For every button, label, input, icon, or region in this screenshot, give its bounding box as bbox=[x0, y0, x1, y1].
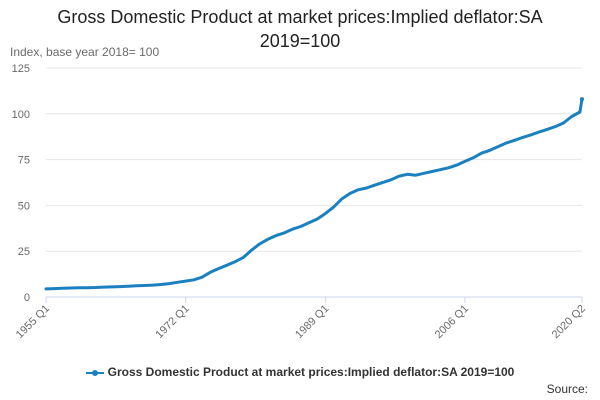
legend-line-marker-icon bbox=[85, 368, 104, 378]
source-note: Source: bbox=[546, 382, 588, 396]
y-axis-label: Index, base year 2018= 100 bbox=[10, 45, 160, 59]
axis-layer bbox=[45, 297, 583, 303]
y-tick-label: 100 bbox=[12, 109, 30, 121]
series-line[interactable] bbox=[44, 97, 584, 291]
y-tick-label: 75 bbox=[18, 155, 30, 167]
chart-title: Gross Domestic Product at market prices:… bbox=[57, 7, 543, 51]
y-tick-label: 0 bbox=[24, 292, 30, 304]
x-tick-label: 1972 Q1 bbox=[153, 303, 191, 341]
grid-layer bbox=[46, 67, 582, 298]
y-tick-label: 125 bbox=[12, 63, 30, 75]
legend[interactable]: Gross Domestic Product at market prices:… bbox=[0, 365, 600, 379]
x-tick-label: 1989 Q1 bbox=[293, 303, 331, 341]
tick-label-layer: 0 25 50 75 100 125 1955 Q1 1972 Q1 1989 Q1 2006 Q… bbox=[12, 63, 588, 341]
y-tick-label: 25 bbox=[18, 246, 30, 258]
legend-series-label: Gross Domestic Product at market prices:… bbox=[107, 365, 515, 379]
x-tick-label: 2020 Q2 bbox=[550, 303, 588, 341]
x-tick-label: 1955 Q1 bbox=[14, 303, 52, 341]
series-end-point[interactable] bbox=[580, 97, 584, 102]
y-tick-label: 50 bbox=[18, 200, 30, 212]
x-tick-label: 2006 Q1 bbox=[433, 303, 471, 341]
series-layer[interactable] bbox=[44, 97, 584, 291]
